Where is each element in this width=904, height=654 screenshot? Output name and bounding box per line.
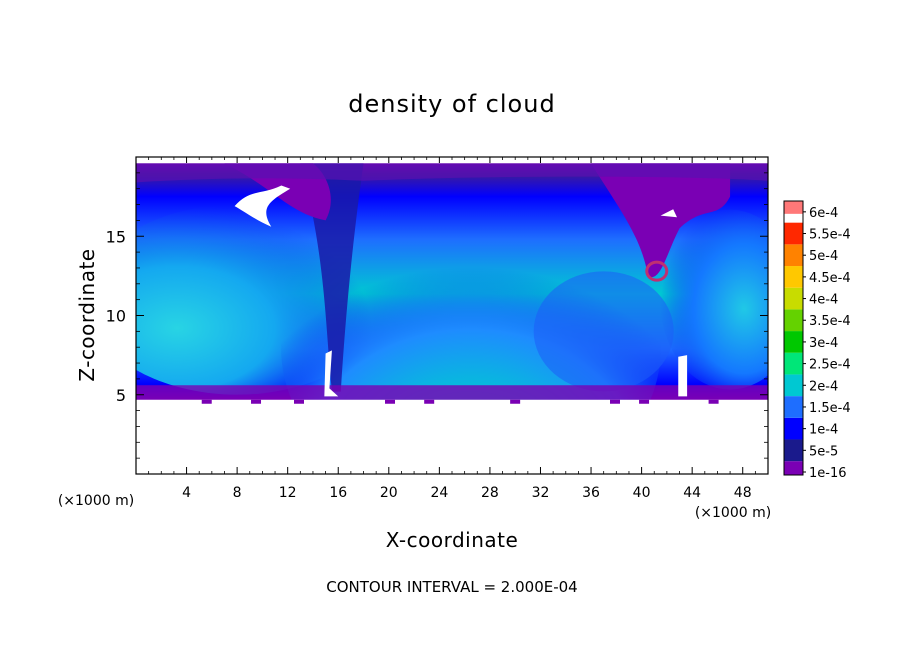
y-tick-label: 5 [116, 386, 126, 405]
y-axis-label: Z-coordinate [75, 248, 99, 381]
x-tick-label: 20 [380, 485, 398, 501]
cloud-base-fringe [708, 399, 719, 404]
cloud-base-rim [136, 385, 768, 403]
cloud-top-edge [136, 163, 768, 183]
x-axis-label: X-coordinate [386, 528, 519, 552]
colorbar-swatch [784, 396, 803, 418]
colorbar-swatch [784, 266, 803, 288]
colorbar-swatch [784, 374, 803, 397]
cloud-base-fringe [610, 399, 620, 404]
colorbar-label: 2.5e-4 [809, 358, 851, 373]
plot-area [136, 163, 768, 474]
clear-air-notch-43 [678, 355, 688, 397]
clear-air-hole-right [660, 209, 677, 218]
clear-air-hole-left [234, 185, 291, 227]
x-tick-label: 16 [329, 485, 347, 501]
x-tick-label: 40 [633, 485, 651, 501]
clear-air-notch-16 [324, 350, 339, 397]
x-tick-label: 48 [734, 485, 752, 501]
colorbar-swatch [784, 201, 803, 214]
contour-interval-note: CONTOUR INTERVAL = 2.000E-04 [326, 578, 577, 596]
colorbar-label: 2e-4 [809, 379, 838, 394]
cloud-base-fringe [510, 399, 521, 404]
cloud-region-right [660, 209, 768, 390]
colorbar-label: 6e-4 [809, 206, 838, 221]
x-tick-label: 24 [430, 485, 448, 501]
colorbar-label: 4.5e-4 [809, 271, 851, 286]
x-tick-label: 44 [683, 485, 701, 501]
cloud-base-fringe [424, 399, 435, 404]
x-tick-label: 4 [182, 485, 191, 501]
colorbar-label: 4e-4 [809, 293, 838, 308]
x-unit-left: (×1000 m) [58, 493, 134, 509]
colorbar-swatch [784, 244, 803, 267]
colorbar-swatch [784, 287, 803, 310]
colorbar-swatch [784, 461, 803, 475]
x-tick-label: 32 [532, 485, 550, 501]
colorbar-swatch [784, 331, 803, 353]
x-tick-label: 36 [582, 485, 600, 501]
colorbar-label: 5.5e-4 [809, 228, 851, 243]
clear-air-below-base [136, 399, 768, 474]
colorbar-swatch [784, 222, 803, 245]
colorbar-frame [783, 200, 804, 476]
cloud-base-fringe [251, 399, 262, 404]
colorbar-swatch [784, 439, 803, 462]
cloud-base-fringe [385, 399, 396, 404]
y-tick-label: 10 [106, 307, 126, 326]
cloud-base-fringe [201, 399, 212, 404]
dry-plume-right [591, 163, 731, 278]
y-axis: 5 10 15 [106, 172, 768, 459]
colorbar-label: 3e-4 [809, 336, 838, 351]
x-axis: 4 8 12 16 20 24 28 32 36 40 44 48 [148, 157, 756, 501]
colorbar-label: 1e-4 [809, 423, 838, 438]
colorbar-swatch [784, 352, 803, 375]
x-tick-label: 8 [233, 485, 242, 501]
y-tick-label: 15 [106, 227, 126, 246]
x-unit-right: (×1000 m) [695, 505, 771, 521]
updraft-column-left [300, 163, 364, 392]
colorbar-label: 5e-5 [809, 444, 838, 459]
cloud-region-mid-right [533, 271, 674, 392]
colorbar-label: 1.5e-4 [809, 401, 851, 416]
colorbar: 1e-16 5e-5 1e-4 1.5e-4 2e-4 2.5e-4 3e-4 3.5e-4 4… [783, 200, 851, 481]
colorbar-label: 1e-16 [809, 466, 847, 481]
x-tick-label: 28 [481, 485, 499, 501]
colorbar-swatch [784, 417, 803, 440]
x-tick-label: 12 [279, 485, 297, 501]
cloud-density-field [136, 163, 768, 474]
colorbar-swatch [784, 309, 803, 332]
colorbar-label: 3.5e-4 [809, 314, 851, 329]
chart-title: density of cloud [348, 90, 555, 118]
cloud-base-fringe [639, 399, 650, 404]
cloud-base-fringe [294, 399, 304, 404]
vortex-ring [645, 260, 669, 282]
colorbar-label: 5e-4 [809, 249, 838, 264]
